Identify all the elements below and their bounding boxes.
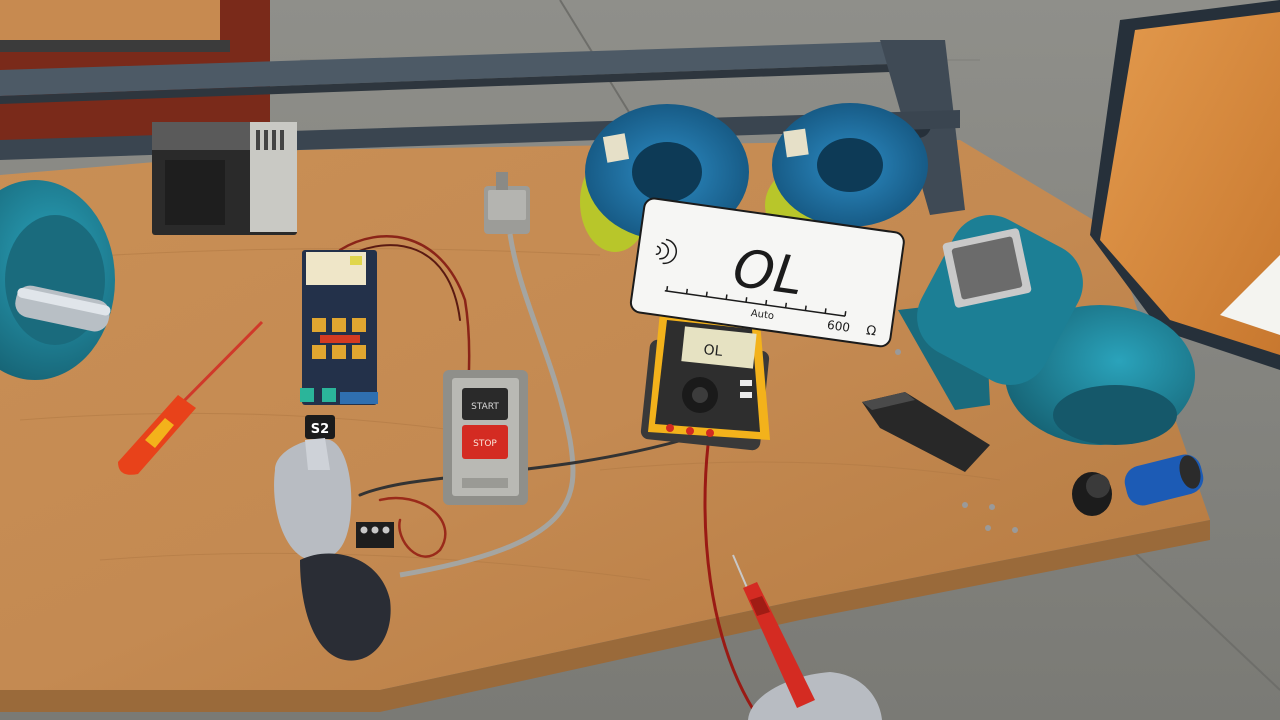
red-test-lead xyxy=(703,443,762,720)
electric-motor-left xyxy=(0,180,115,380)
screws xyxy=(895,349,1018,533)
pushbutton-station: START STOP xyxy=(443,370,528,505)
stop-label: STOP xyxy=(473,439,497,449)
red-test-probe[interactable] xyxy=(732,554,815,708)
black-case xyxy=(862,392,990,472)
left-hand-glove xyxy=(274,438,391,661)
stop-button[interactable] xyxy=(462,425,508,459)
electric-motor-right xyxy=(898,215,1195,445)
screwdriver xyxy=(118,320,264,475)
terminal-block xyxy=(356,522,394,548)
contactor-tag-label: S2 xyxy=(311,422,329,437)
plc-module xyxy=(152,122,297,235)
cork-board xyxy=(1090,0,1280,370)
start-button[interactable] xyxy=(462,388,508,420)
capacitor xyxy=(1124,454,1204,506)
right-hand-glove xyxy=(748,672,882,720)
multimeter-lcd-reading: OL xyxy=(703,342,724,360)
contactor: S2 xyxy=(300,250,378,439)
start-label: START xyxy=(471,402,499,412)
sensor-junction-box xyxy=(399,172,576,578)
multimeter[interactable]: OL xyxy=(640,312,770,451)
knob xyxy=(1072,472,1112,516)
contactor-tag xyxy=(305,415,335,439)
red-wire xyxy=(338,235,471,392)
